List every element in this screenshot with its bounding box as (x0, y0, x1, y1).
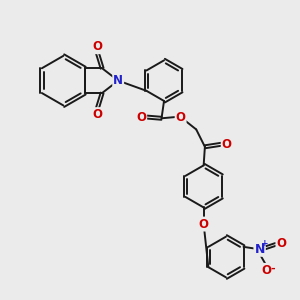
Text: +: + (261, 239, 269, 248)
Text: O: O (261, 264, 271, 277)
Text: O: O (92, 108, 102, 121)
Text: O: O (92, 40, 102, 53)
Text: O: O (136, 111, 146, 124)
Text: N: N (113, 74, 123, 87)
Text: O: O (276, 237, 286, 250)
Text: O: O (176, 111, 186, 124)
Text: -: - (270, 263, 275, 273)
Text: N: N (254, 243, 265, 256)
Text: O: O (222, 138, 232, 151)
Text: O: O (199, 218, 208, 231)
